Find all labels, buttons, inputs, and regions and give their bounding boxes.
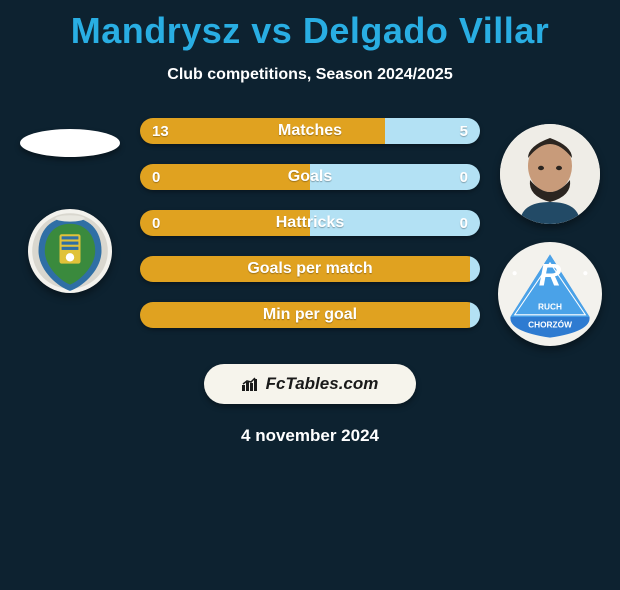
- stat-bar-label: Matches: [140, 118, 480, 144]
- svg-text:RUCH: RUCH: [538, 302, 562, 312]
- stat-bar-right-value: 0: [460, 210, 468, 236]
- stat-bar-row: Goals0 0: [140, 164, 480, 190]
- page-title: Mandrysz vs Delgado Villar: [0, 10, 620, 52]
- left-club-crest-icon: [28, 209, 112, 293]
- stats-bars: Matches135Goals00Hattricks00Goals per ma…: [140, 118, 480, 328]
- stat-bar-left-value: 0: [152, 164, 160, 190]
- stat-bar-row: Goals per match: [140, 256, 480, 282]
- stat-bar-left-value: 13: [152, 118, 169, 144]
- date-label: 4 november 2024: [0, 426, 620, 446]
- stat-bar-row: Hattricks0 0: [140, 210, 480, 236]
- comparison-content: Matches135Goals00Hattricks00Goals per ma…: [0, 124, 620, 346]
- page-subtitle: Club competitions, Season 2024/2025: [0, 66, 620, 84]
- brand-badge: FcTables.com: [204, 364, 416, 404]
- right-column: R RUCH CHORZÓW: [490, 124, 610, 346]
- right-player-photo: [500, 124, 600, 224]
- stat-bar-right-value: 0: [460, 164, 468, 190]
- stat-bar-label: Goals per match: [140, 256, 480, 282]
- brand-text: FcTables.com: [266, 374, 379, 394]
- stat-bar-row: Matches13 5: [140, 118, 480, 144]
- stat-bar-row: Min per goal: [140, 302, 480, 328]
- left-column: [10, 124, 130, 293]
- left-player-photo-placeholder: [20, 129, 120, 157]
- svg-text:R: R: [539, 258, 562, 293]
- stat-bar-left-value: 0: [152, 210, 160, 236]
- stat-bar-label: Min per goal: [140, 302, 480, 328]
- right-club-crest-icon: R RUCH CHORZÓW: [498, 242, 602, 346]
- svg-text:CHORZÓW: CHORZÓW: [528, 318, 572, 329]
- left-club-badge: [28, 209, 112, 293]
- stat-bar-label: Goals: [140, 164, 480, 190]
- stat-bar-label: Hattricks: [140, 210, 480, 236]
- stat-bar-right-value: 5: [460, 118, 468, 144]
- brand-chart-icon: [242, 377, 260, 391]
- right-club-badge: R RUCH CHORZÓW: [498, 242, 602, 346]
